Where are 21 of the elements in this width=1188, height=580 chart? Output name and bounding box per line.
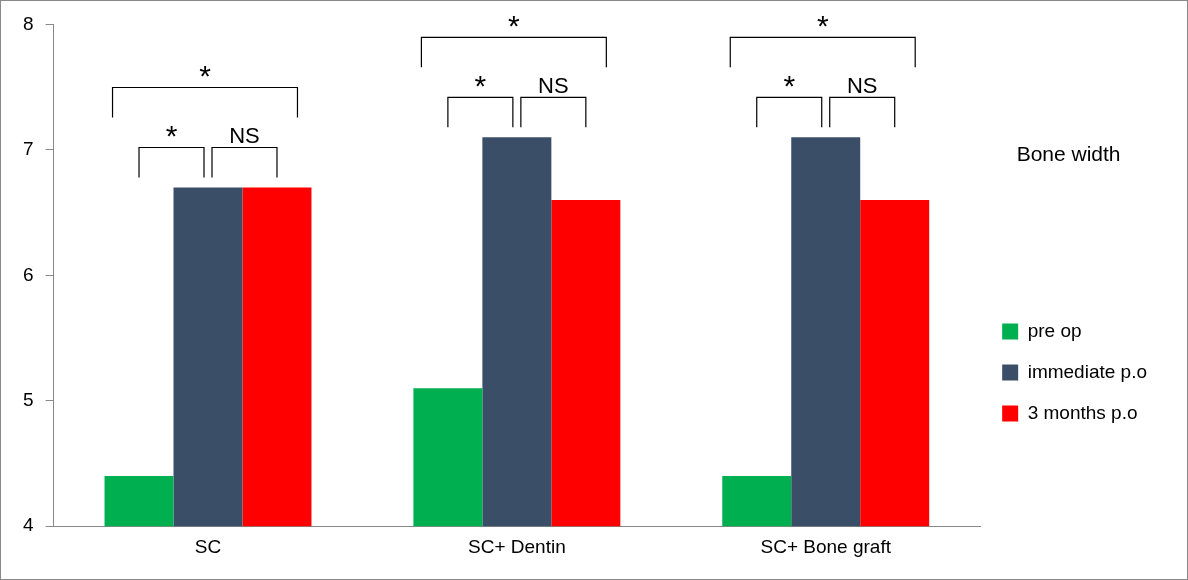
- x-tick-label: SC+ Bone graft: [760, 535, 892, 557]
- legend-label: immediate p.o: [1027, 360, 1148, 382]
- y-tick-label: 7: [22, 138, 34, 160]
- legend-label: 3 months p.o: [1027, 401, 1138, 423]
- annotation: *: [816, 9, 829, 43]
- annotation: *: [508, 9, 521, 43]
- y-tick-label: 4: [22, 514, 34, 536]
- annotation: *: [474, 69, 487, 103]
- annotation: *: [165, 119, 178, 153]
- annotation: NS: [538, 73, 569, 99]
- y-tick-label: 6: [22, 263, 34, 285]
- legend-title: Bone width: [1016, 142, 1121, 166]
- x-tick-label: SC+ Dentin: [468, 535, 566, 557]
- y-tick-label: 8: [22, 12, 34, 34]
- annotation: *: [783, 69, 796, 103]
- annotation: *: [199, 59, 212, 93]
- x-tick-label: SC: [194, 535, 222, 557]
- legend-label: pre op: [1027, 319, 1082, 341]
- annotation: NS: [846, 73, 878, 99]
- annotation: NS: [229, 123, 260, 149]
- y-tick-label: 5: [22, 388, 34, 410]
